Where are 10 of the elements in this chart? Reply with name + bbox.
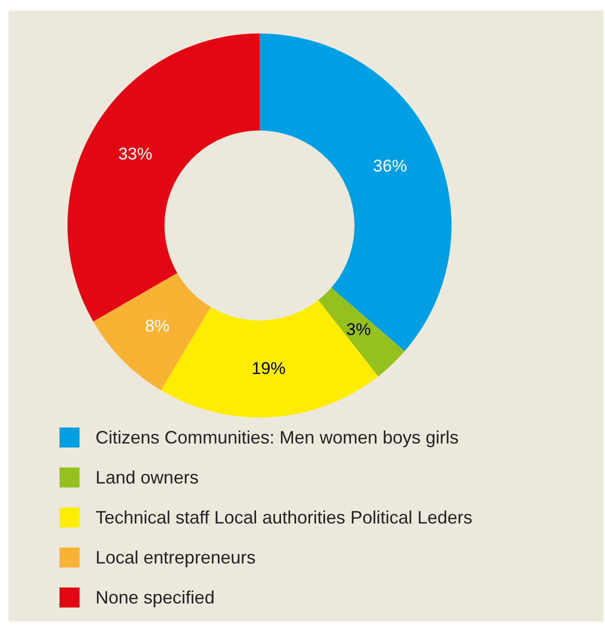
- data-label: 3%: [346, 320, 371, 339]
- data-label: 36%: [373, 156, 408, 176]
- legend-label: Land owners: [96, 468, 199, 488]
- data-label: 19%: [252, 359, 286, 378]
- legend-label: Technical staff Local authorities Political Leders: [96, 508, 472, 528]
- data-label: 33%: [118, 144, 152, 164]
- legend-label: Local entrepreneurs: [96, 548, 256, 568]
- legend-label: None specified: [96, 588, 215, 608]
- data-label: 8%: [144, 316, 170, 336]
- legend-label: Citizens Communities: Men women boys girls: [96, 428, 459, 448]
